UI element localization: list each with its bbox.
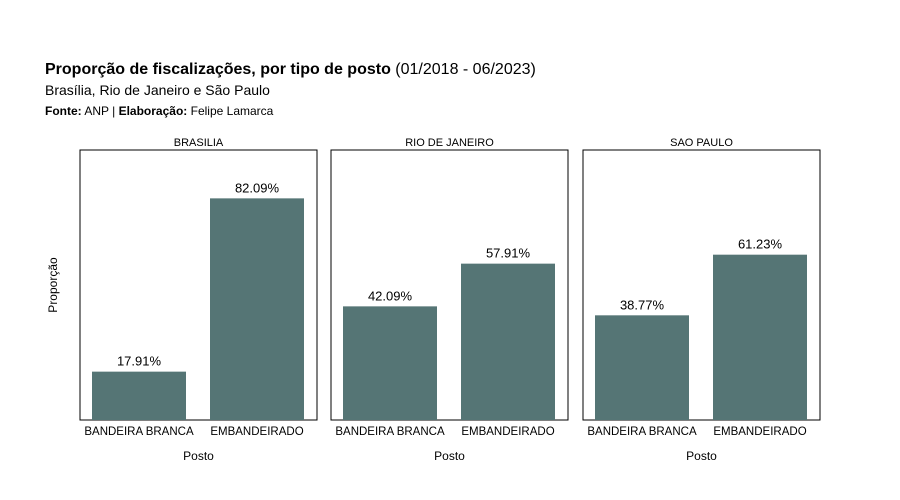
data-label: 61.23% [738,237,783,252]
x-tick-label: EMBANDEIRADO [461,426,554,438]
x-tick-label: EMBANDEIRADO [713,426,806,438]
data-label: 17.91% [117,354,162,369]
x-tick-label: EMBANDEIRADO [210,426,303,438]
title-block: Proporção de fiscalizações, por tipo de … [45,60,536,118]
data-label: 82.09% [235,180,280,195]
panel-frame [330,149,569,421]
chart-caption: Fonte: ANP | Elaboração: Felipe Lamarca [45,104,536,118]
chart-panels: BRASILIA 17.91% BANDEIRA BRANCA 82.09% EMBAN… [79,137,821,463]
x-tick-label: BANDEIRA BRANCA [84,426,194,438]
chart-title-period: (01/2018 - 06/2023) [395,61,536,78]
panel-title: BRASILIA [174,137,224,149]
panel-frame [582,149,821,421]
x-axis-label: Posto [434,449,465,463]
chart-title: Proporção de fiscalizações, por tipo de … [45,60,536,80]
bar [461,263,555,420]
bar [713,254,807,420]
y-axis-label: Proporção [46,257,60,313]
panel-title: SAO PAULO [670,137,733,149]
panel-title: RIO DE JANEIRO [405,137,494,149]
data-label: 42.09% [368,288,413,303]
x-tick-label: BANDEIRA BRANCA [587,426,697,438]
source-label: Fonte: [45,104,82,118]
x-axis-label: Posto [183,449,214,463]
x-axis-label: Posto [686,449,717,463]
source-value: ANP | [84,104,116,118]
bar [343,306,437,420]
author-label: Elaboração: [118,104,188,118]
data-label: 57.91% [486,246,531,261]
chart-title-main: Proporção de fiscalizações, por tipo de … [45,61,391,78]
bar [595,315,689,420]
panel-frame [79,149,318,421]
bar [210,198,304,420]
data-label: 38.77% [620,297,665,312]
author-value: Felipe Lamarca [190,104,274,118]
chart-subtitle: Brasília, Rio de Janeiro e São Paulo [45,82,270,98]
x-tick-label: BANDEIRA BRANCA [335,426,445,438]
bar [92,371,186,420]
